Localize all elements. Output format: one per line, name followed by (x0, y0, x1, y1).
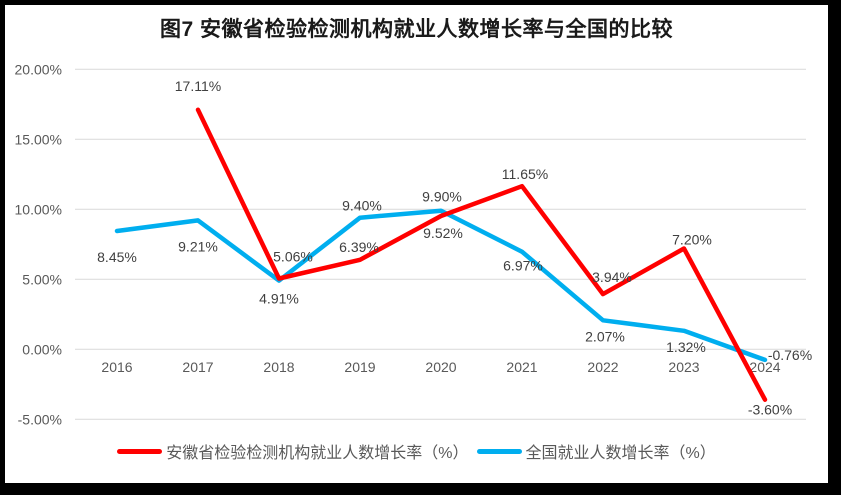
data-label-anhui-2021: 11.65% (502, 166, 548, 182)
y-axis-tick-label: 10.00% (15, 201, 62, 217)
data-label-national-2021: 6.97% (503, 258, 543, 274)
plot-area: 20.00% 15.00% 10.00% 5.00% 0.00% -5.00% 2016 20… (15, 61, 813, 427)
x-axis-tick-label: 2020 (425, 359, 456, 375)
data-label-anhui-2024: -3.60% (748, 402, 792, 418)
x-axis-tick-label: 2017 (182, 359, 213, 375)
legend-swatch-anhui (117, 448, 163, 454)
legend-label-national: 全国就业人数增长率（%） (525, 445, 716, 462)
series-line-national (114, 208, 768, 363)
legend-swatch-national (476, 448, 522, 454)
x-axis-tick-label: 2024 (749, 359, 780, 375)
data-label-anhui-2022: 3.94% (592, 269, 632, 285)
chart-canvas: 20.00% 15.00% 10.00% 5.00% 0.00% -5.00% 2016 20… (5, 5, 828, 483)
x-axis-tick-label: 2016 (101, 359, 132, 375)
y-axis-tick-label: 20.00% (15, 61, 62, 77)
data-label-anhui-2019: 6.39% (339, 239, 379, 255)
data-label-national-2023: 1.32% (666, 339, 706, 355)
x-axis-tick-label: 2022 (587, 359, 618, 375)
x-axis-tick-label: 2023 (668, 359, 699, 375)
y-axis-tick-label: 5.00% (22, 271, 62, 287)
data-label-national-2019: 9.40% (342, 198, 382, 214)
series-line-anhui (195, 107, 768, 402)
data-label-national-2016: 8.45% (97, 249, 137, 265)
legend-item-national: 全国就业人数增长率（%） (476, 439, 716, 463)
data-label-anhui-2017: 17.11% (175, 78, 221, 94)
legend-label-anhui: 安徽省检验检测机构就业人数增长率（%） (166, 445, 469, 462)
y-axis-tick-label: 15.00% (15, 131, 62, 147)
chart-title: 图7 安徽省检验检测机构就业人数增长率与全国的比较 (159, 18, 673, 41)
x-axis-tick-label: 2018 (263, 359, 294, 375)
x-axis-tick-label: 2021 (506, 359, 537, 375)
data-label-anhui-2018: 5.06% (273, 248, 313, 264)
data-label-national-2018: 4.91% (259, 291, 299, 307)
data-label-national-2024: -0.76% (768, 347, 812, 363)
legend: 安徽省检验检测机构就业人数增长率（%） 全国就业人数增长率（%） (5, 439, 828, 463)
data-label-national-2017: 9.21% (178, 238, 218, 254)
data-label-anhui-2020: 9.52% (423, 225, 463, 241)
legend-item-anhui: 安徽省检验检测机构就业人数增长率（%） (117, 439, 469, 463)
data-label-national-2020: 9.90% (422, 189, 462, 205)
y-axis-tick-label: -5.00% (18, 411, 62, 427)
x-axis-tick-label: 2019 (344, 359, 375, 375)
data-label-anhui-2023: 7.20% (672, 232, 712, 248)
y-axis-tick-label: 0.00% (22, 341, 62, 357)
data-label-national-2022: 2.07% (585, 328, 625, 344)
